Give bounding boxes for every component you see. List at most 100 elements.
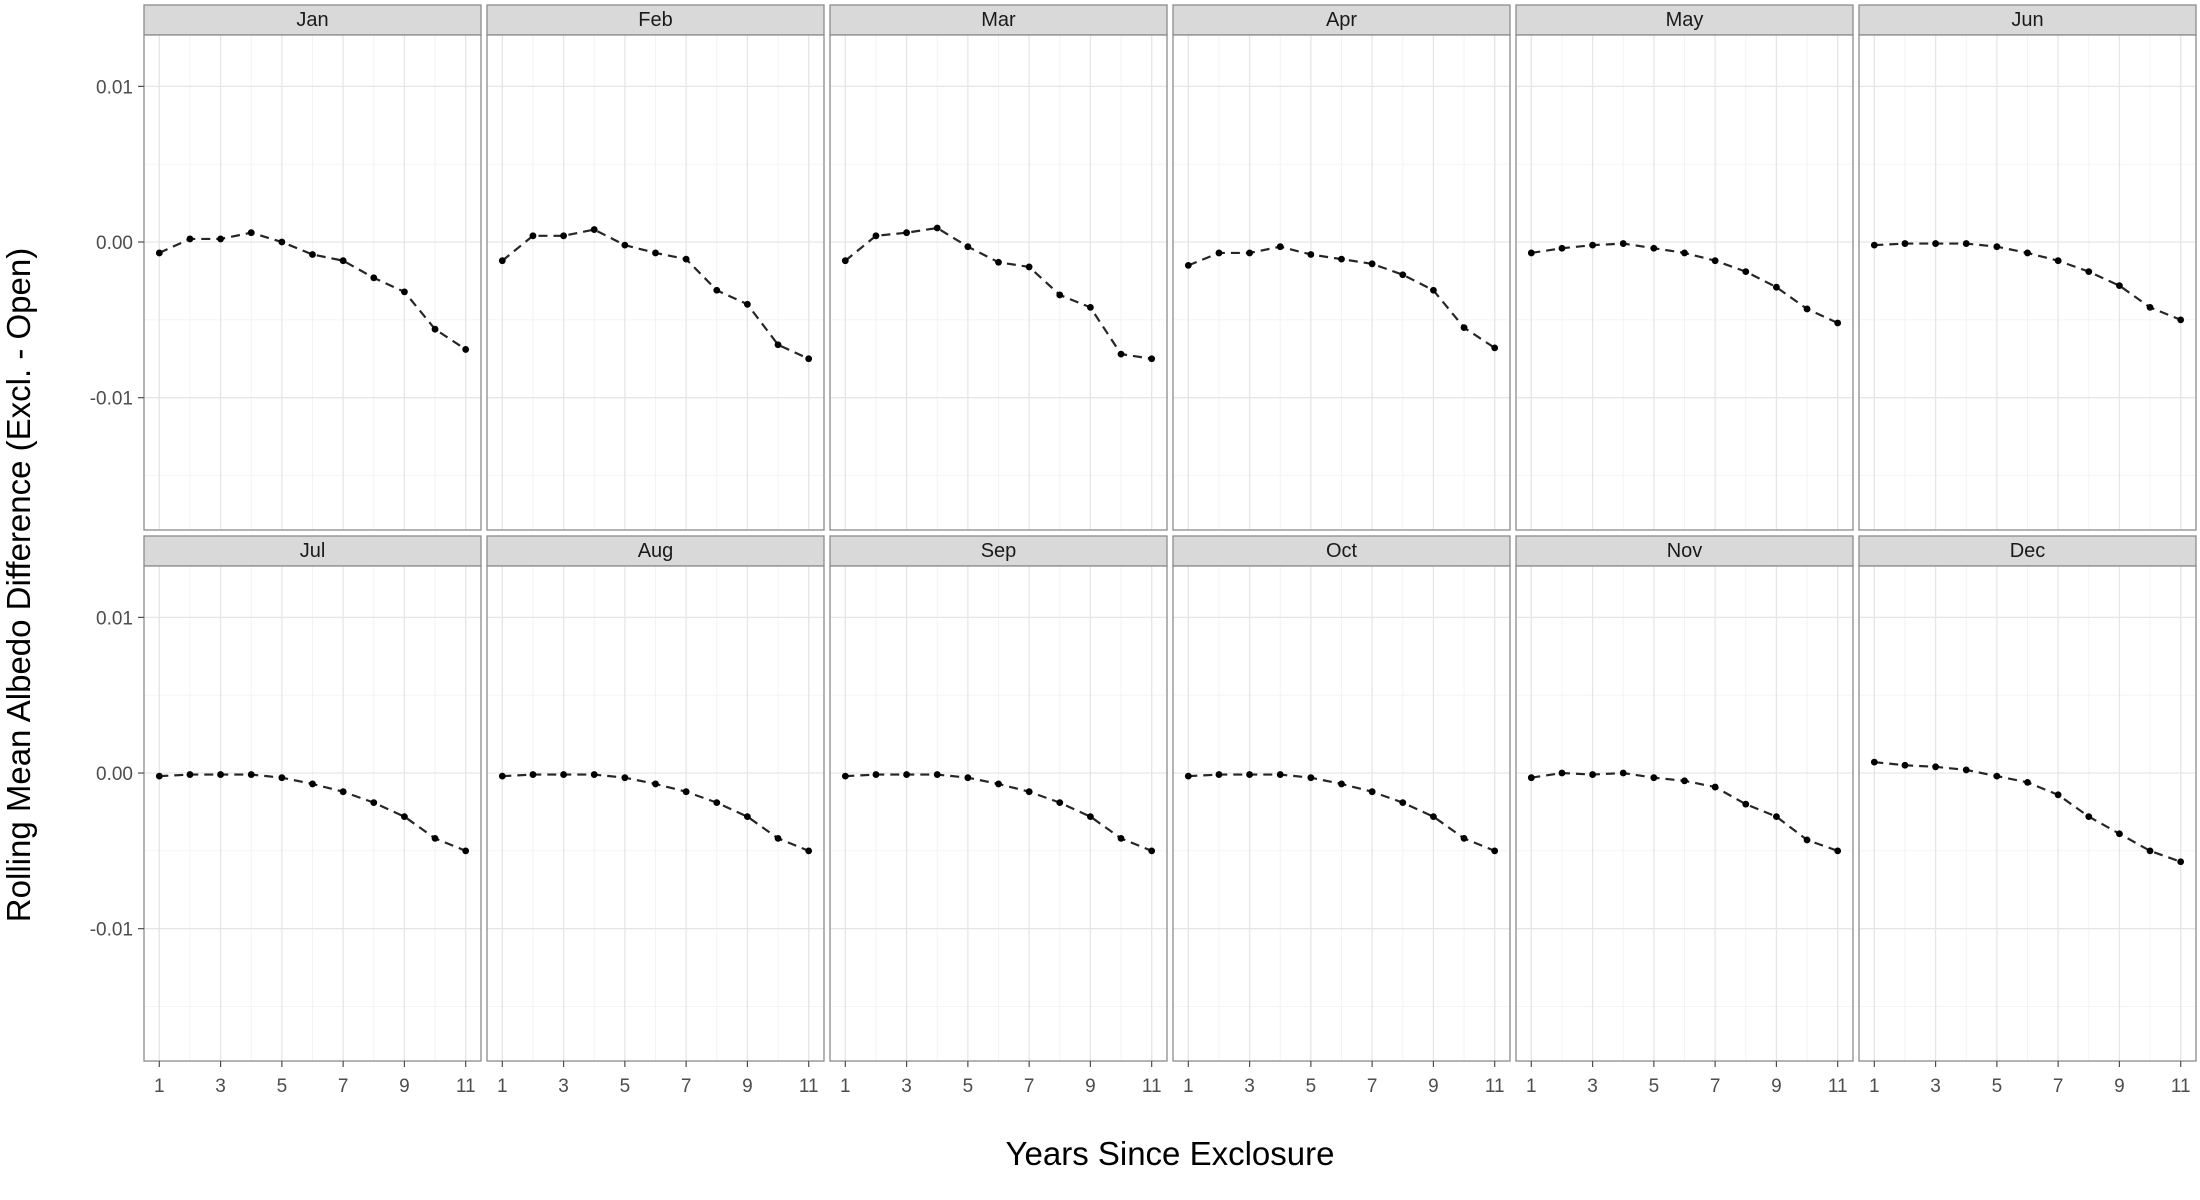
y-tick-label: 0.01 (96, 608, 133, 629)
data-point (1430, 813, 1437, 821)
facet-label: Feb (638, 9, 672, 31)
x-tick-label: 3 (215, 1076, 226, 1097)
panel-border (1858, 565, 2197, 1062)
data-point (1901, 240, 1909, 247)
data-point (1681, 777, 1688, 785)
facet-strip (829, 4, 1168, 36)
x-tick-label: 3 (901, 1076, 912, 1097)
data-point (1619, 769, 1627, 777)
x-tick-label: 11 (1828, 1076, 1848, 1097)
facet-panel-may: May (1515, 4, 1854, 531)
panel-border (1515, 565, 1854, 1062)
x-tick-label: 11 (1142, 1076, 1162, 1097)
data-point (186, 771, 194, 778)
data-point (1148, 847, 1156, 855)
data-point (2054, 791, 2062, 799)
data-point (1184, 261, 1192, 269)
y-tick-label: 0.00 (96, 764, 133, 785)
x-tick-label: 5 (1306, 1076, 1317, 1097)
data-point (1368, 260, 1376, 268)
facet-strip (143, 535, 482, 567)
data-point (1117, 350, 1125, 358)
data-point (1025, 788, 1033, 796)
panel-border (1858, 34, 2197, 531)
data-point (1558, 769, 1566, 777)
panel-border (486, 34, 825, 531)
x-tick-label: 7 (2053, 1076, 2064, 1097)
data-point (309, 251, 316, 258)
x-tick-label: 5 (1649, 1076, 1660, 1097)
data-point (1399, 271, 1407, 279)
panel-border (1172, 565, 1511, 1062)
data-point (805, 847, 813, 855)
x-tick-label: 11 (799, 1076, 819, 1097)
facet-panel-mar: Mar (829, 4, 1168, 531)
data-point (1338, 780, 1345, 788)
data-point (462, 346, 470, 353)
x-tick-label: 9 (742, 1076, 753, 1097)
data-point (841, 772, 849, 780)
x-tick-label: 1 (1869, 1076, 1880, 1097)
facet-panel-sep: Sep (829, 535, 1168, 1062)
data-point (155, 772, 163, 780)
data-point (1491, 344, 1499, 352)
data-point (933, 224, 941, 232)
facet-panels: Jan Feb Mar Apr May Jun Jul Aug Sep Oct Nov Dec (143, 4, 2197, 1062)
facet-strip (1172, 4, 1511, 36)
data-point (1117, 835, 1125, 842)
data-point (1834, 847, 1842, 855)
data-point (1993, 772, 2001, 780)
data-point (217, 235, 224, 243)
data-point (1307, 774, 1315, 782)
data-point (529, 232, 537, 240)
data-point (2146, 847, 2154, 855)
data-point (872, 771, 880, 778)
x-tick-label: 1 (1526, 1076, 1537, 1097)
facet-label: Jul (300, 540, 326, 562)
y-tick-label: -0.01 (90, 389, 133, 410)
facet-panel-dec: Dec (1858, 535, 2197, 1062)
data-point (1803, 305, 1811, 313)
data-point (1491, 847, 1499, 855)
data-point (431, 835, 439, 842)
data-point (1246, 249, 1253, 257)
facet-label: Jan (296, 9, 328, 31)
data-point (590, 226, 598, 233)
facet-panel-jun: Jun (1858, 4, 2197, 531)
data-point (713, 286, 721, 294)
x-tick-label: 1 (497, 1076, 508, 1097)
data-point (621, 774, 629, 782)
data-point (1589, 771, 1596, 778)
data-point (1932, 240, 1939, 247)
x-tick-label: 1 (154, 1076, 165, 1097)
data-point (1650, 244, 1658, 252)
data-point (805, 355, 813, 363)
data-point (1742, 268, 1750, 276)
facet-label: Oct (1326, 540, 1358, 562)
facet-label: Mar (981, 9, 1016, 31)
data-point (1558, 244, 1566, 252)
data-point (1056, 291, 1064, 299)
data-point (774, 341, 782, 349)
data-point (744, 813, 751, 821)
data-point (247, 229, 255, 237)
data-point (995, 780, 1002, 788)
data-point (1307, 251, 1315, 258)
data-point (1527, 774, 1535, 782)
facet-label: May (1666, 9, 1704, 31)
data-point (744, 300, 751, 308)
data-point (1962, 240, 1970, 247)
data-point (1215, 771, 1223, 778)
data-point (2116, 282, 2123, 290)
panel-border (829, 34, 1168, 531)
panel-border (486, 565, 825, 1062)
data-point (1430, 286, 1437, 294)
data-point (2024, 778, 2031, 786)
data-point (560, 232, 567, 240)
data-point (1773, 283, 1780, 291)
data-point (621, 241, 629, 249)
data-point (590, 771, 598, 778)
x-tick-label: 9 (399, 1076, 410, 1097)
panel-border (1515, 34, 1854, 531)
